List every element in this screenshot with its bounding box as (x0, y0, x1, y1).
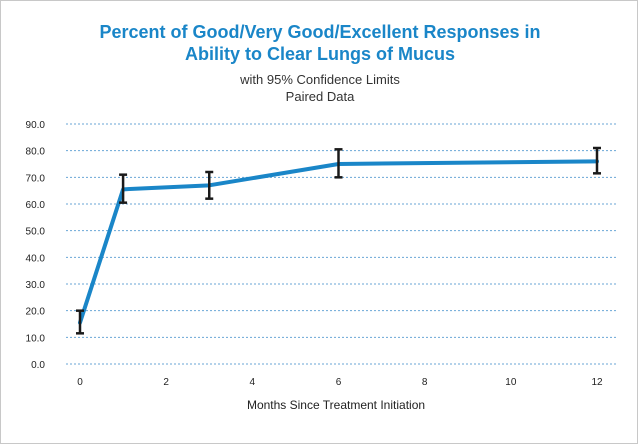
y-tick-label: 90.0 (26, 120, 46, 131)
x-tick-label: 6 (336, 377, 342, 388)
y-tick-label: 70.0 (26, 173, 46, 184)
y-tick-label: 20.0 (26, 307, 46, 318)
chart-title: Percent of Good/Very Good/Excellent Resp… (99, 22, 541, 64)
y-tick-label: 30.0 (26, 280, 46, 291)
y-tick-label: 10.0 (26, 333, 46, 344)
y-tick-label: 80.0 (26, 147, 46, 158)
error-bar (593, 146, 601, 175)
x-axis-ticks: 0 2 4 6 8 10 12 (77, 377, 603, 388)
x-tick-label: 4 (250, 377, 256, 388)
error-bar (205, 170, 214, 200)
x-tick-label: 2 (163, 377, 169, 388)
x-tick-label: 12 (591, 377, 603, 388)
series-line (78, 159, 599, 325)
x-tick-label: 10 (505, 377, 517, 388)
x-tick-label: 0 (77, 377, 83, 388)
y-tick-label: 60.0 (26, 200, 46, 211)
error-bar (76, 309, 84, 335)
error-bar (334, 148, 343, 179)
y-axis-ticks: 0.0 10.0 20.0 30.0 40.0 50.0 60.0 70.0 80.0 90.0 (26, 120, 46, 371)
y-tick-label: 0.0 (31, 360, 45, 371)
x-axis-label: Months Since Treatment Initiation (247, 398, 425, 412)
y-tick-label: 40.0 (26, 253, 46, 264)
y-tick-label: 50.0 (26, 227, 46, 238)
chart-subtitle: with 95% Confidence Limits Paired Data (240, 72, 400, 104)
x-tick-label: 8 (422, 377, 428, 388)
error-bar (119, 173, 128, 204)
series-layer (76, 146, 601, 335)
